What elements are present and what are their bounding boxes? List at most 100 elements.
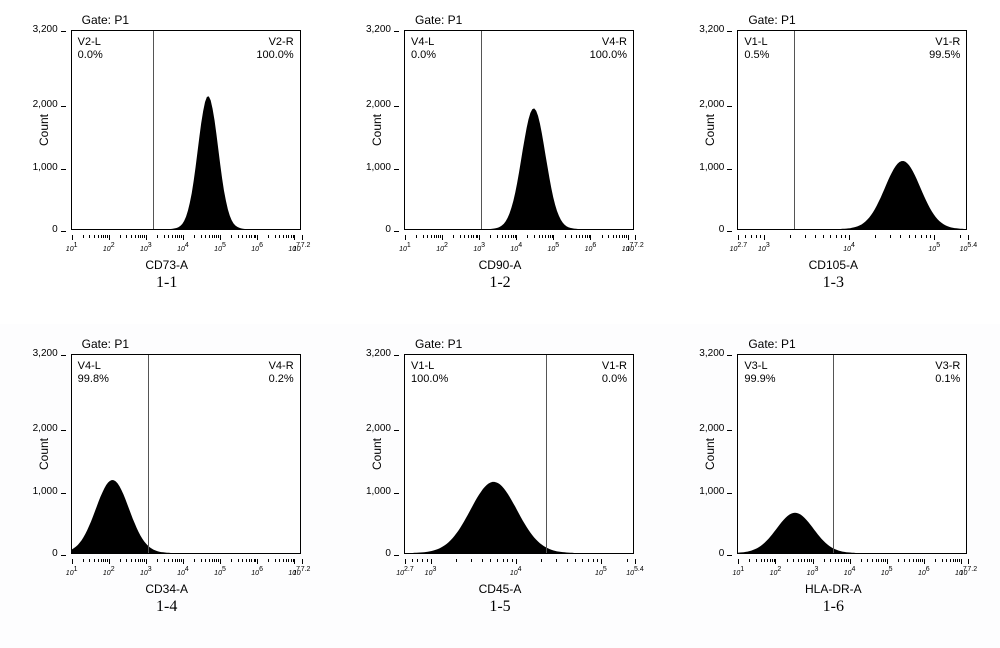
gate-left-label: V1-L100.0% [411, 360, 448, 385]
y-tick-label: 1,000 [33, 486, 58, 497]
plot-area: Gate: P1Count01,0002,0003,20010310410510… [404, 354, 634, 554]
x-tick-label: 101 [399, 242, 411, 253]
x-axis-label: HLA-DR-A [805, 582, 862, 596]
gate-right-label: V3-R0.1% [935, 360, 960, 385]
x-tick-label: 102 [103, 566, 115, 577]
y-axis-label: Count [370, 114, 384, 146]
plot-area: Gate: P1Count01,0002,0003,20010110210310… [71, 354, 301, 554]
y-tick-label: 2,000 [366, 423, 391, 434]
x-tick-label: 107.2 [293, 242, 311, 253]
x-tick-label: 103 [140, 566, 152, 577]
gate-left-label: V4-L99.8% [78, 360, 109, 385]
x-axis-label: CD90-A [479, 258, 522, 272]
x-tick-label: 107.2 [626, 242, 644, 253]
x-tick-label: 107.2 [960, 566, 978, 577]
gate-divider [794, 31, 795, 229]
y-axis-label: Count [37, 438, 51, 470]
gate-divider [153, 31, 154, 229]
y-tick-label: 0 [385, 224, 391, 235]
gate-title: Gate: P1 [82, 337, 129, 351]
panel-sublabel: 1-3 [823, 274, 844, 292]
panel-1-1: Gate: P1Count01,0002,0003,20010110210310… [0, 0, 333, 324]
x-tick-label: 104 [844, 566, 856, 577]
panel-1-5: Gate: P1Count01,0002,0003,20010310410510… [333, 324, 666, 648]
plot-area: Gate: P1Count01,0002,0003,20010110210310… [737, 354, 967, 554]
y-tick-label: 2,000 [366, 99, 391, 110]
x-tick-label: 103 [473, 242, 485, 253]
y-tick-label: 0 [52, 548, 58, 559]
y-tick-label: 2,000 [33, 423, 58, 434]
panel-sublabel: 1-5 [489, 598, 510, 616]
gate-title: Gate: P1 [748, 337, 795, 351]
x-tick-label: 103 [140, 242, 152, 253]
panel-sublabel: 1-2 [489, 274, 510, 292]
x-tick-label: 105 [881, 566, 893, 577]
y-tick-label: 1,000 [699, 486, 724, 497]
x-tick-label: 106 [918, 566, 930, 577]
x-tick-label: 103 [758, 242, 770, 253]
panel-sublabel: 1-1 [156, 274, 177, 292]
y-tick-label: 3,200 [33, 348, 58, 359]
panel-sublabel: 1-6 [823, 598, 844, 616]
gate-left-label: V2-L0.0% [78, 36, 103, 61]
y-tick-label: 0 [52, 224, 58, 235]
y-tick-label: 3,200 [33, 24, 58, 35]
gate-left-label: V1-L0.5% [744, 36, 769, 61]
x-tick-label: 107.2 [293, 566, 311, 577]
y-tick-label: 0 [385, 548, 391, 559]
x-tick-label: 104 [510, 242, 522, 253]
gate-title: Gate: P1 [415, 337, 462, 351]
x-tick-label: 105 [928, 242, 940, 253]
gate-right-label: V2-R100.0% [256, 36, 293, 61]
x-tick-label: 104 [510, 566, 522, 577]
x-tick-label: 106 [585, 242, 597, 253]
y-tick-label: 2,000 [699, 99, 724, 110]
gate-divider [833, 355, 834, 553]
x-tick-label: 105.4 [626, 566, 644, 577]
x-tick-label: 105 [595, 566, 607, 577]
gate-title: Gate: P1 [82, 13, 129, 27]
y-tick-label: 1,000 [366, 162, 391, 173]
y-tick-label: 1,000 [699, 162, 724, 173]
gate-title: Gate: P1 [415, 13, 462, 27]
gate-divider [481, 31, 482, 229]
plot-area: Gate: P1Count01,0002,0003,20010310410510… [737, 30, 967, 230]
x-tick-label: 101 [66, 566, 78, 577]
panel-1-4: Gate: P1 Count 0 1,000 2,000 3,200 101 102 103 10… [0, 324, 333, 648]
plot-area: Gate: P1Count01,0002,0003,20010110210310… [71, 30, 301, 230]
gate-title: Gate: P1 [748, 13, 795, 27]
y-axis-label: Count [703, 114, 717, 146]
y-tick-label: 0 [719, 548, 725, 559]
x-tick-label: 102.7 [730, 242, 748, 253]
y-tick-label: 3,200 [366, 24, 391, 35]
y-tick-label: 3,200 [699, 348, 724, 359]
x-tick-label: 102 [103, 242, 115, 253]
x-tick-label: 105 [548, 242, 560, 253]
gate-divider [148, 355, 149, 553]
panel-1-2: Gate: P1 Count 0 1,000 2,000 3,200 101 102 103 10… [333, 0, 666, 324]
x-axis-label: CD73-A [145, 258, 188, 272]
x-tick-label: 102 [770, 566, 782, 577]
y-tick-label: 2,000 [699, 423, 724, 434]
y-tick-label: 0 [719, 224, 725, 235]
y-axis-label: Count [370, 438, 384, 470]
gate-left-label: V3-L99.9% [744, 360, 775, 385]
x-tick-label: 104 [843, 242, 855, 253]
y-axis-label: Count [37, 114, 51, 146]
x-tick-label: 105.4 [960, 242, 978, 253]
panel-1-6: Gate: P1Count01,0002,0003,20010110210310… [667, 324, 1000, 648]
plot-area: Gate: P1Count01,0002,0003,20010110210310… [404, 30, 634, 230]
gate-left-label: V4-L0.0% [411, 36, 436, 61]
y-tick-label: 3,200 [366, 348, 391, 359]
x-tick-label: 101 [732, 566, 744, 577]
gate-right-label: V1-R99.5% [929, 36, 960, 61]
x-tick-label: 105 [214, 566, 226, 577]
x-tick-label: 103 [807, 566, 819, 577]
y-tick-label: 3,200 [699, 24, 724, 35]
panel-grid: Gate: P1 Count 0 1,000 2,000 3,200 101 102 103 10… [0, 0, 1000, 648]
x-tick-label: 102 [436, 242, 448, 253]
x-tick-label: 102.7 [396, 566, 414, 577]
gate-right-label: V4-R100.0% [590, 36, 627, 61]
y-tick-label: 1,000 [33, 162, 58, 173]
x-tick-label: 106 [251, 566, 263, 577]
